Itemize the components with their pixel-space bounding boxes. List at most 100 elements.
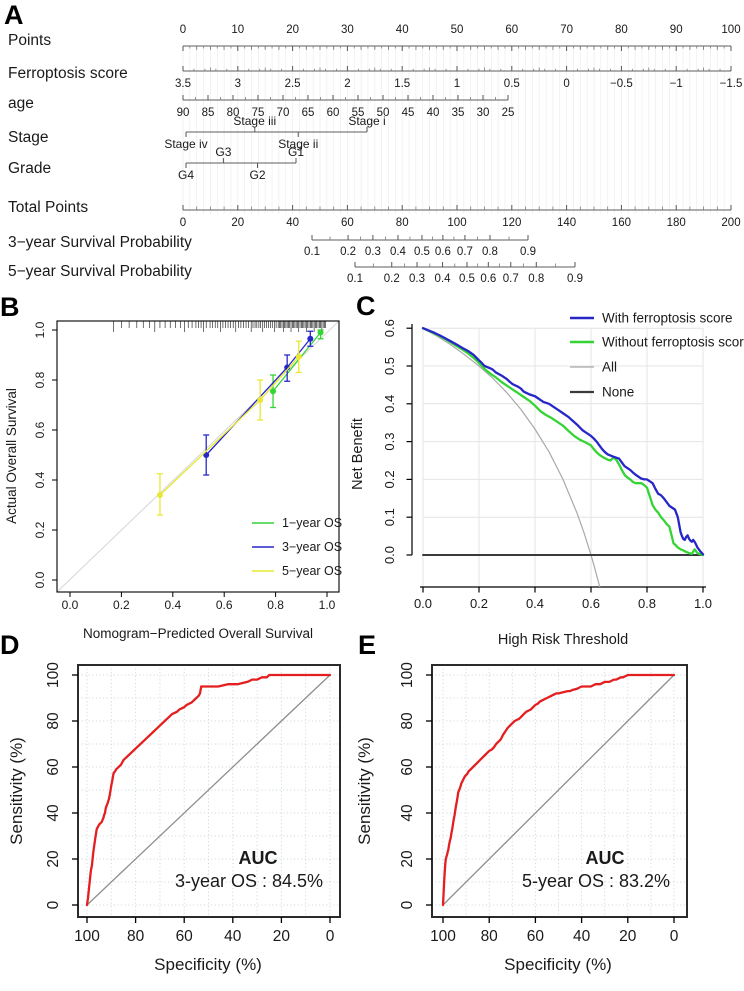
svg-text:90: 90 (670, 24, 683, 36)
svg-text:0: 0 (326, 928, 335, 945)
panel-a-nomogram: 0 10 20 30 40 50 60 70 80 90 100 Points 3.5 3 2.5 2 1.5 1… (0, 0, 744, 292)
svg-text:0.6: 0.6 (382, 319, 397, 337)
roc5-canvas: 100 80 60 40 20 0 0 20 40 60 80 100 Specificity (%) S… (358, 662, 688, 974)
svg-text:20: 20 (619, 928, 637, 945)
svg-text:35: 35 (452, 107, 465, 119)
svg-text:0.4: 0.4 (382, 395, 397, 413)
svg-text:0.6: 0.6 (216, 598, 233, 612)
svg-text:3.5: 3.5 (175, 78, 191, 90)
svg-text:60: 60 (399, 758, 416, 776)
svg-text:−0.5: −0.5 (610, 78, 633, 90)
svg-text:0.5: 0.5 (414, 246, 430, 258)
svg-text:200: 200 (721, 217, 740, 229)
panel-c-decision-curve: 0.0 0.1 0.2 0.3 0.4 0.5 0.6 0.0 0.2 0.4 0.6 0.8 1.0 H… (350, 294, 744, 656)
svg-text:0.8: 0.8 (267, 598, 284, 612)
svg-text:3-year OS : 84.5%: 3-year OS : 84.5% (175, 871, 323, 891)
svg-text:40: 40 (286, 217, 299, 229)
svg-text:70: 70 (277, 107, 290, 119)
svg-text:−1.5: −1.5 (720, 78, 743, 90)
panel-b-calibration: 0.0 0.2 0.4 0.6 0.8 1.0 0.0 0.2 0.4 0.6 0.8 1.0 Nomo… (0, 294, 350, 656)
svg-text:Net Benefit: Net Benefit (350, 418, 366, 490)
svg-text:70: 70 (560, 24, 573, 36)
svg-text:3−year OS: 3−year OS (282, 540, 342, 554)
svg-text:50: 50 (451, 24, 464, 36)
panel-e-letter: E (358, 630, 377, 660)
svg-text:180: 180 (667, 217, 686, 229)
svg-text:0.9: 0.9 (520, 246, 536, 258)
svg-text:1.5: 1.5 (394, 78, 410, 90)
roc-5-year-plot: 100 80 60 40 20 0 0 20 40 60 80 100 Specificity (%) S… (358, 662, 688, 974)
svg-text:0.8: 0.8 (528, 273, 544, 285)
svg-text:0.8: 0.8 (638, 596, 656, 611)
svg-text:80: 80 (45, 712, 62, 730)
dca-legend: With ferroptosis score Without ferroptosi… (570, 311, 744, 400)
svg-text:0.4: 0.4 (526, 596, 544, 611)
svg-text:0.6: 0.6 (435, 246, 451, 258)
svg-text:80: 80 (127, 928, 145, 945)
svg-text:0.6: 0.6 (33, 421, 47, 438)
svg-text:0.1: 0.1 (304, 246, 320, 258)
svg-text:0: 0 (399, 900, 416, 909)
svg-text:80: 80 (399, 712, 416, 730)
svg-text:Nomogram−Predicted Overall Sur: Nomogram−Predicted Overall Survival (83, 626, 313, 641)
panel-d-letter: D (0, 630, 20, 660)
svg-text:40: 40 (224, 928, 242, 945)
svg-text:120: 120 (502, 217, 521, 229)
svg-text:0.2: 0.2 (33, 521, 47, 538)
svg-text:25: 25 (502, 107, 515, 119)
svg-text:0.8: 0.8 (482, 246, 498, 258)
panel-a-letter: A (4, 0, 24, 30)
panel-b-letter: B (0, 292, 20, 322)
svg-text:0.2: 0.2 (340, 246, 356, 258)
svg-text:80: 80 (227, 107, 240, 119)
svg-text:1.0: 1.0 (694, 596, 712, 611)
svg-text:1.0: 1.0 (319, 598, 336, 612)
svg-text:3−year Survival Probability: 3−year Survival Probability (8, 234, 192, 251)
svg-text:20: 20 (399, 850, 416, 868)
svg-text:0.3: 0.3 (365, 246, 381, 258)
roc3-canvas: 100 80 60 40 20 0 0 20 40 60 80 100 Specificity (%) S… (7, 662, 341, 974)
svg-text:Total Points: Total Points (8, 199, 88, 216)
svg-text:0.1: 0.1 (382, 508, 397, 526)
svg-text:60: 60 (527, 928, 545, 945)
panel-d-roc-3year: 100 80 60 40 20 0 0 20 40 60 80 100 Specificity (%) S… (0, 632, 360, 991)
svg-text:100: 100 (399, 662, 416, 688)
svg-text:Stage iv: Stage iv (164, 137, 207, 151)
svg-text:5-year OS : 83.2%: 5-year OS : 83.2% (522, 871, 670, 891)
svg-text:0: 0 (670, 928, 679, 945)
dca-canvas: 0.0 0.1 0.2 0.3 0.4 0.5 0.6 0.0 0.2 0.4 0.6 0.8 1.0 H… (350, 311, 744, 649)
svg-text:0.4: 0.4 (164, 598, 181, 612)
svg-text:0.7: 0.7 (503, 273, 519, 285)
svg-text:All: All (602, 360, 617, 375)
svg-text:0.4: 0.4 (390, 246, 407, 258)
svg-text:Grade: Grade (8, 160, 51, 177)
svg-text:100: 100 (45, 662, 62, 688)
svg-text:30: 30 (341, 24, 354, 36)
svg-text:140: 140 (557, 217, 576, 229)
svg-text:60: 60 (505, 24, 518, 36)
svg-text:5−year OS: 5−year OS (282, 564, 342, 578)
svg-text:Sensitivity (%): Sensitivity (%) (7, 737, 26, 845)
svg-text:60: 60 (327, 107, 340, 119)
svg-text:40: 40 (399, 804, 416, 822)
svg-text:Sensitivity (%): Sensitivity (%) (358, 737, 374, 845)
svg-text:75: 75 (252, 107, 265, 119)
svg-text:40: 40 (396, 24, 409, 36)
svg-text:65: 65 (302, 107, 315, 119)
svg-text:0.6: 0.6 (582, 596, 600, 611)
svg-text:Actual Overall Survival: Actual Overall Survival (4, 388, 19, 524)
svg-text:AUC: AUC (239, 848, 278, 868)
svg-text:20: 20 (231, 217, 244, 229)
svg-text:80: 80 (396, 217, 409, 229)
svg-text:20: 20 (45, 850, 62, 868)
svg-text:0.0: 0.0 (382, 546, 397, 564)
svg-text:High Risk Threshold: High Risk Threshold (498, 632, 628, 648)
panel-c-letter: C (356, 291, 376, 321)
svg-text:Without ferroptosis score: Without ferroptosis score (602, 335, 744, 350)
svg-text:0.4: 0.4 (33, 471, 47, 488)
svg-text:0: 0 (563, 78, 569, 90)
svg-text:100: 100 (447, 217, 466, 229)
